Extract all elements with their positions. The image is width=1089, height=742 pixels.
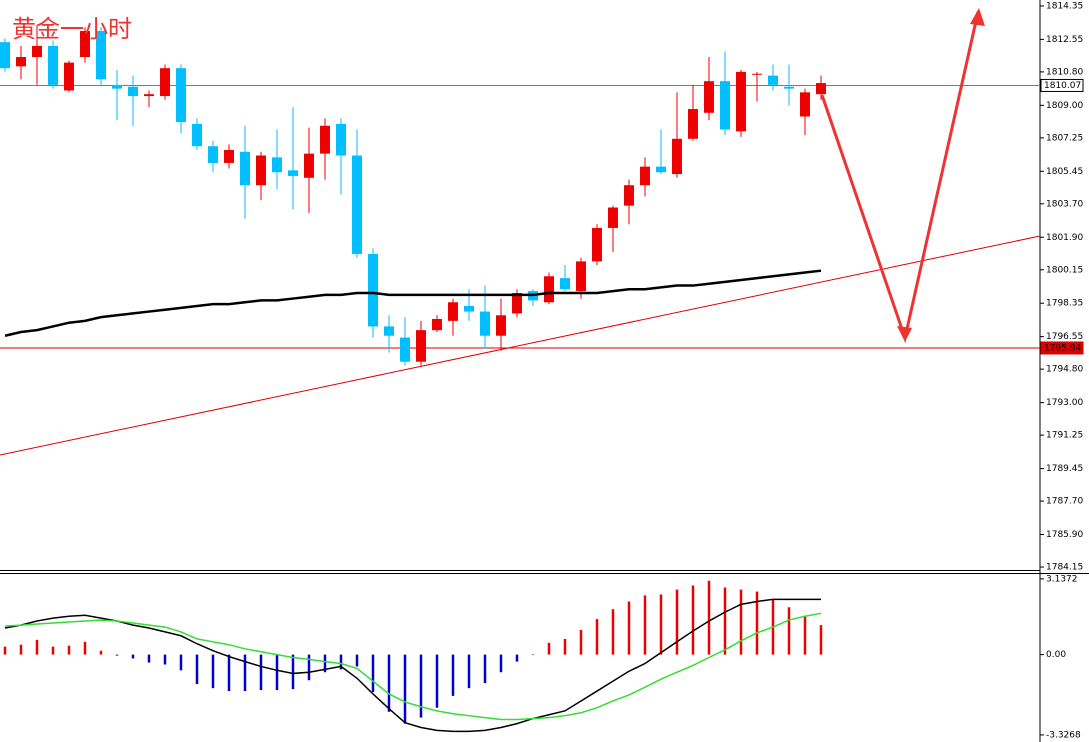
candle-body — [256, 155, 266, 186]
candle-body — [560, 278, 570, 290]
candle-body — [400, 337, 410, 362]
candle-body — [416, 330, 426, 362]
signal-line — [4, 612, 822, 721]
candle-body — [720, 81, 730, 130]
candle-body — [240, 151, 250, 186]
price-label: 1795.94 — [1044, 343, 1081, 353]
candle-body — [288, 170, 298, 176]
candle-body — [816, 83, 826, 95]
candle-body — [192, 123, 202, 147]
y-tick-label: 1800.15 — [1046, 265, 1083, 275]
trend-line — [0, 235, 1041, 456]
y-tick-label: 3.1372 — [1046, 574, 1078, 584]
chart-title: 黄金一小时 — [12, 15, 132, 43]
candle-body — [48, 45, 58, 85]
candle-body — [96, 31, 106, 80]
candle-body — [656, 166, 666, 173]
y-tick-label: 1785.90 — [1046, 530, 1083, 540]
candle-body — [336, 123, 346, 156]
y-tick-label: 1787.70 — [1046, 497, 1083, 507]
price-label-box — [1040, 78, 1084, 92]
candle-body — [640, 166, 650, 186]
candle-body — [384, 326, 394, 336]
candle-body — [32, 45, 42, 58]
candle-body — [368, 253, 378, 327]
candle-body — [768, 75, 778, 85]
y-tick-label: 1810.80 — [1046, 67, 1083, 77]
candle-body — [160, 68, 170, 97]
y-tick-label: 1801.90 — [1046, 233, 1083, 243]
candle-body — [208, 146, 218, 163]
candle-body — [688, 109, 698, 139]
y-tick-label: 1784.15 — [1046, 563, 1083, 573]
candle-body — [0, 42, 10, 69]
candle-body — [432, 318, 442, 331]
y-tick-label: 1791.25 — [1046, 431, 1083, 441]
y-tick-label: 1794.80 — [1046, 365, 1083, 375]
candle-body — [464, 305, 474, 312]
y-tick-label: 1793.00 — [1046, 398, 1083, 408]
y-tick-label: 1807.25 — [1046, 133, 1083, 143]
candle-body — [496, 315, 506, 336]
y-tick-label: 1796.55 — [1046, 332, 1083, 342]
candle-body — [624, 185, 634, 206]
candle-body — [672, 138, 682, 175]
candle-body — [512, 292, 522, 314]
y-tick-label: 0.00 — [1046, 650, 1066, 660]
candle-body — [144, 94, 154, 97]
candle-body — [304, 153, 314, 178]
candle-body — [704, 81, 714, 113]
candle-body — [128, 86, 138, 97]
candle-body — [544, 276, 554, 303]
arrow-head — [897, 326, 912, 342]
candle-body — [80, 31, 90, 58]
y-tick-label: 1798.35 — [1046, 299, 1083, 309]
candle-body — [16, 57, 26, 67]
y-tick-label: 1814.35 — [1046, 1, 1083, 11]
price-label-box — [1040, 341, 1084, 355]
y-tick-label: 1805.45 — [1046, 167, 1083, 177]
candle-body — [272, 157, 282, 173]
candle-body — [176, 68, 186, 123]
candle-body — [752, 73, 762, 75]
price-label: 1810.07 — [1044, 81, 1081, 91]
candle-body — [800, 92, 810, 117]
candle-body — [64, 62, 74, 91]
candle-body — [320, 125, 330, 154]
candle-body — [448, 302, 458, 321]
candle-body — [784, 86, 794, 89]
candle-body — [224, 149, 234, 163]
y-tick-label: -3.3268 — [1046, 730, 1081, 740]
candle-body — [112, 84, 122, 89]
candle-body — [352, 155, 362, 254]
y-tick-label: 1812.55 — [1046, 35, 1083, 45]
macd-line — [4, 598, 821, 733]
y-tick-label: 1803.70 — [1046, 199, 1083, 209]
y-tick-label: 1809.00 — [1046, 101, 1083, 111]
candle-body — [592, 227, 602, 262]
candle-body — [608, 207, 618, 228]
candle-body — [576, 261, 586, 292]
candle-body — [480, 311, 490, 336]
arrow-head — [970, 8, 985, 26]
y-tick-label: 1789.45 — [1046, 464, 1083, 474]
ma-line — [4, 269, 822, 337]
candle-body — [736, 71, 746, 132]
